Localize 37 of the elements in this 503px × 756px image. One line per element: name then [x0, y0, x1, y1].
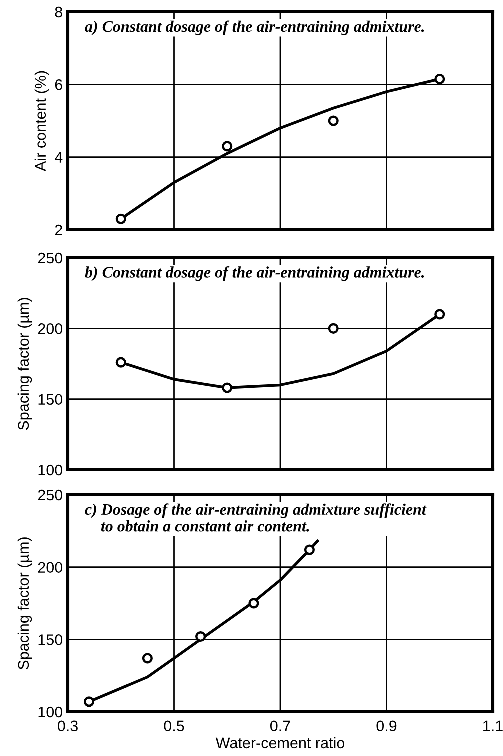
y-tick-label: 2: [55, 224, 62, 236]
x-tick-label: 0.5: [164, 720, 184, 732]
y-tick-label: 150: [38, 634, 63, 646]
y-tick-label: 200: [38, 324, 63, 334]
y-tick-label: 6: [55, 80, 62, 90]
point: [222, 141, 233, 152]
y-tick-label: 150: [38, 394, 63, 406]
y-axis-title: Air content (%): [34, 71, 50, 172]
y-axis-title: Spacing factor (µm): [18, 298, 32, 430]
point: [116, 214, 126, 224]
point: [222, 382, 233, 394]
y-tick-label: 4: [54, 152, 63, 163]
x-axis-title: Water-cement ratio: [216, 737, 345, 749]
point: [434, 309, 446, 320]
y-axis-title: Spacing factor (µm): [18, 538, 32, 670]
chart-title: b) Constant dosage of the air-entraining admixture.: [85, 266, 424, 282]
point: [328, 323, 339, 334]
x-tick-label: 0.3: [58, 720, 78, 732]
y-tick-label: 250: [38, 252, 63, 264]
point: [328, 116, 339, 126]
x-tick-label: 0.7: [270, 720, 290, 732]
point: [116, 357, 126, 368]
point: [248, 598, 260, 609]
y-tick-label: 200: [38, 562, 63, 574]
y-tick-label: 100: [38, 464, 63, 476]
point: [84, 696, 95, 708]
point: [434, 74, 446, 84]
text: a) Constant dosage of the air-entraining admixture.: [85, 20, 424, 36]
y-tick-label: 100: [38, 706, 63, 718]
text: c) Dosage of the air-entraining admixture sufficient to obtain a constant air content.: [85, 504, 427, 532]
x-tick-label: 0.9: [376, 720, 397, 732]
point: [304, 544, 315, 556]
x-tick-label: 1.1: [484, 720, 503, 732]
point: [142, 653, 153, 664]
y-tick-label: 8: [55, 6, 62, 18]
point: [196, 631, 206, 642]
y-tick-label: 250: [38, 490, 63, 501]
